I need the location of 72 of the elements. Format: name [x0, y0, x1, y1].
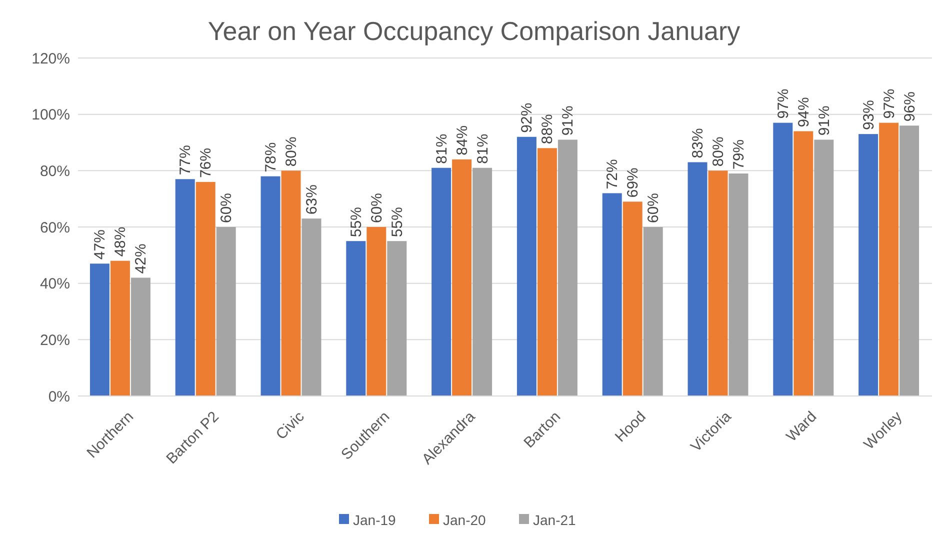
bar	[346, 241, 366, 396]
bar	[196, 182, 216, 396]
data-label: 60%	[645, 192, 662, 223]
data-label: 80%	[710, 136, 727, 167]
bar	[858, 134, 878, 396]
bar	[773, 122, 793, 396]
bar	[558, 140, 578, 396]
bar	[537, 148, 557, 396]
data-label: 78%	[262, 142, 280, 172]
data-label: 97%	[774, 88, 792, 119]
bar	[814, 140, 834, 396]
data-label: 60%	[218, 192, 236, 223]
data-label: 83%	[690, 128, 707, 158]
data-label: 84%	[454, 125, 471, 156]
data-label: 72%	[604, 159, 622, 190]
data-label: 88%	[539, 114, 556, 144]
y-tick-label: 0%	[48, 388, 70, 406]
data-label: 93%	[860, 100, 878, 130]
legend-label: Jan-19	[353, 512, 396, 528]
bar	[688, 162, 708, 396]
bar	[432, 168, 452, 396]
bar	[281, 170, 301, 396]
data-label: 42%	[132, 244, 150, 274]
data-label: 55%	[388, 207, 406, 238]
y-tick-label: 20%	[40, 332, 70, 349]
bar	[900, 126, 920, 396]
data-label: 48%	[112, 226, 130, 257]
x-tick-label: Civic	[272, 408, 308, 444]
bar	[516, 136, 536, 396]
bar	[130, 278, 150, 396]
chart-title: Year on Year Occupancy Comparison January	[208, 16, 740, 46]
bar	[472, 168, 492, 396]
legend-label: Jan-21	[533, 512, 576, 528]
bar	[260, 176, 280, 396]
bar	[879, 122, 899, 396]
data-label: 96%	[901, 92, 918, 122]
y-tick-label: 100%	[32, 106, 70, 124]
data-label: 63%	[303, 184, 320, 215]
y-tick-label: 80%	[40, 162, 70, 180]
bar	[110, 260, 130, 396]
bar	[366, 227, 386, 396]
y-tick-label: 60%	[40, 219, 70, 236]
data-label: 81%	[433, 134, 450, 164]
bar	[622, 202, 642, 396]
bar	[302, 218, 322, 396]
bar	[175, 179, 195, 396]
data-label: 79%	[730, 139, 748, 170]
bar	[216, 227, 236, 396]
data-label: 76%	[198, 148, 215, 178]
bar	[708, 170, 728, 396]
data-label: 94%	[795, 97, 812, 128]
data-label: 60%	[368, 192, 386, 223]
y-tick-label: 40%	[40, 276, 70, 293]
data-label: 55%	[348, 207, 365, 238]
data-label: 92%	[518, 102, 536, 133]
data-label: 91%	[816, 106, 833, 136]
bar	[643, 227, 663, 396]
bar	[90, 264, 110, 396]
data-label: 69%	[624, 168, 642, 198]
legend-label: Jan-20	[443, 512, 486, 528]
data-label: 81%	[474, 134, 492, 164]
data-label: 47%	[92, 230, 109, 260]
data-label: 80%	[283, 136, 300, 167]
data-label: 77%	[177, 145, 194, 176]
bar	[602, 193, 622, 396]
bar	[387, 241, 407, 396]
y-tick-label: 120%	[32, 50, 70, 68]
bar	[794, 131, 814, 396]
data-label: 97%	[880, 88, 898, 119]
bar	[452, 159, 472, 396]
bar	[728, 173, 748, 396]
data-label: 91%	[560, 106, 577, 136]
